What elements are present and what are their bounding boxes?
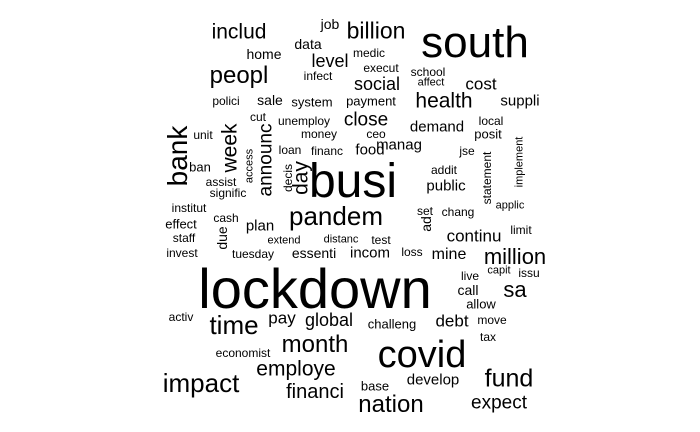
cloud-word: system: [291, 94, 333, 110]
cloud-word: challeng: [367, 316, 417, 332]
cloud-word: mine: [431, 246, 467, 263]
cloud-word: signific: [209, 186, 247, 200]
cloud-word: test: [371, 233, 391, 247]
cloud-word: fund: [484, 364, 534, 393]
cloud-word: month: [281, 331, 349, 358]
cloud-word: loss: [401, 245, 423, 259]
cloud-word: level: [311, 51, 349, 71]
cloud-word: close: [343, 109, 389, 131]
cloud-word: implement: [513, 136, 526, 188]
cloud-word: demand: [409, 118, 465, 136]
cloud-word: data: [294, 36, 322, 52]
cloud-word: local: [478, 114, 504, 128]
cloud-word: continu: [446, 226, 502, 246]
cloud-word: payment: [346, 93, 396, 109]
cloud-word: lockdown: [198, 257, 432, 320]
cloud-word: unit: [193, 128, 213, 142]
cloud-word: announc: [255, 123, 277, 197]
cloud-word: call: [457, 282, 479, 298]
cloud-word: pay: [268, 308, 296, 328]
cloud-word: cut: [249, 110, 267, 124]
cloud-word: financi: [286, 381, 344, 403]
cloud-word: jse: [459, 144, 475, 158]
cloud-word: cash: [213, 211, 239, 225]
cloud-word: home: [246, 46, 282, 62]
cloud-word: food: [355, 141, 385, 159]
cloud-word: base: [360, 378, 390, 394]
cloud-word: sale: [257, 92, 283, 108]
cloud-word: money: [300, 127, 338, 141]
cloud-word: global: [304, 310, 354, 330]
cloud-word: staff: [172, 231, 196, 245]
cloud-word: activ: [168, 310, 194, 324]
cloud-word: applic: [495, 199, 525, 212]
cloud-word: move: [477, 313, 507, 327]
cloud-word: social: [353, 74, 401, 94]
cloud-word: due: [214, 226, 230, 250]
cloud-word: ad: [418, 216, 434, 232]
cloud-word: execut: [363, 61, 399, 75]
cloud-word: extend: [267, 234, 301, 247]
cloud-word: posit: [474, 126, 502, 142]
cloud-word: essenti: [291, 245, 337, 261]
cloud-word: million: [483, 244, 547, 269]
cloud-word: statement: [480, 151, 494, 205]
cloud-word: distanc: [323, 233, 359, 246]
cloud-word: expect: [471, 392, 527, 414]
cloud-word: assist: [205, 175, 237, 189]
cloud-word: issu: [518, 266, 540, 280]
cloud-word: access: [243, 148, 256, 184]
cloud-word: employe: [256, 357, 336, 381]
cloud-word: decis: [281, 163, 295, 193]
cloud-word: busi: [308, 155, 398, 208]
cloud-word: ban: [189, 159, 211, 175]
cloud-word: limit: [510, 223, 532, 237]
cloud-word: debt: [435, 311, 469, 331]
cloud-word: job: [320, 16, 340, 32]
cloud-word: manag: [376, 136, 422, 154]
cloud-word: includ: [211, 20, 267, 44]
cloud-word: institut: [171, 201, 207, 215]
cloud-word: cost: [465, 74, 497, 94]
cloud-word: addit: [430, 163, 458, 177]
cloud-word: impact: [162, 368, 240, 398]
cloud-word: south: [421, 18, 529, 67]
cloud-word: week: [218, 123, 242, 173]
cloud-word: polici: [212, 94, 240, 108]
cloud-word: live: [460, 269, 480, 283]
cloud-word: allow: [466, 296, 496, 312]
cloud-word: economist: [215, 346, 271, 360]
cloud-word: health: [415, 89, 473, 113]
cloud-word: plan: [245, 217, 275, 235]
cloud-word: develop: [406, 371, 460, 389]
cloud-word: suppli: [500, 92, 540, 110]
cloud-word: peopl: [209, 62, 269, 89]
cloud-word: unemploy: [277, 114, 331, 128]
cloud-word: school: [410, 65, 446, 79]
cloud-word: sa: [503, 277, 527, 302]
cloud-word: bank: [162, 125, 193, 187]
cloud-word: public: [426, 177, 466, 195]
cloud-word: ceo: [366, 127, 386, 141]
cloud-word: financ: [310, 144, 344, 158]
cloud-word: time: [209, 310, 259, 340]
cloud-word: billion: [346, 17, 406, 44]
cloud-word: covid: [377, 334, 467, 376]
cloud-word: effect: [165, 216, 197, 232]
cloud-word: set: [416, 204, 434, 218]
cloud-word: incom: [349, 244, 391, 262]
cloud-word: tuesday: [231, 247, 275, 261]
cloud-word: invest: [166, 246, 198, 260]
cloud-word: infect: [303, 69, 333, 83]
cloud-word: loan: [278, 143, 302, 157]
cloud-word: nation: [358, 391, 424, 418]
cloud-word: chang: [441, 205, 475, 219]
cloud-word: pandem: [289, 201, 383, 231]
cloud-word: capit: [487, 264, 511, 277]
cloud-word: affect: [417, 76, 445, 89]
cloud-word: medic: [352, 46, 386, 60]
cloud-word: tax: [479, 330, 497, 344]
